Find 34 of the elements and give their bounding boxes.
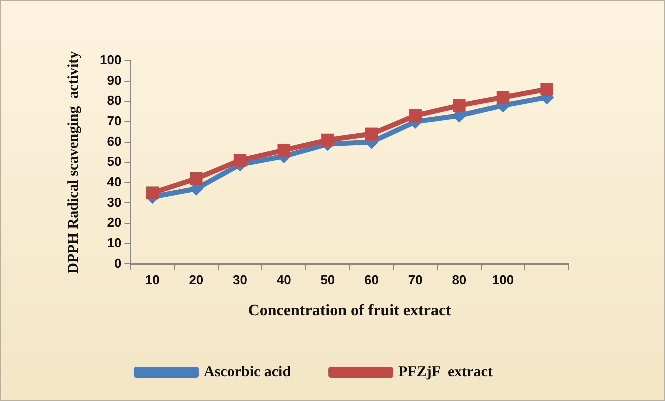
y-tick-label: 60 [107,134,122,149]
y-tick-label: 90 [107,72,122,88]
y-tick-label: 10 [107,235,122,250]
y-tick-label: 80 [107,93,122,108]
x-tick-label: 30 [233,272,248,288]
y-tick-label: 20 [107,215,122,230]
y-tick-label: 50 [107,154,122,170]
point [496,91,510,104]
x-tick-label: 70 [408,272,423,288]
point [278,144,290,157]
x-tick-label: 10 [145,272,160,288]
y-axis-title: DPPH Radical scavenging activity [66,50,82,274]
point [146,186,159,200]
legend-label: Ascorbic acid [204,364,292,380]
x-axis-title: Concentration of fruit extract [248,302,452,320]
x-tick-label: 50 [320,272,336,288]
x-tick-label: 80 [452,272,467,288]
x-tick-label: 60 [364,272,379,288]
point [409,110,422,122]
y-tick-label: 0 [114,256,122,271]
y-tick-label: 40 [107,174,122,190]
x-tick-label: 40 [276,272,292,288]
y-tick-label: 100 [100,52,122,68]
x-tick-label: 100 [492,272,514,288]
point [190,172,203,186]
point [365,128,378,141]
point [453,99,466,112]
y-tick-label: 30 [107,194,122,210]
x-tick-label: 20 [189,272,204,288]
y-tick-label: 70 [107,114,122,129]
point [234,154,247,167]
point [322,134,334,147]
point [540,83,554,96]
legend-label: PFZjF extract [398,364,493,380]
